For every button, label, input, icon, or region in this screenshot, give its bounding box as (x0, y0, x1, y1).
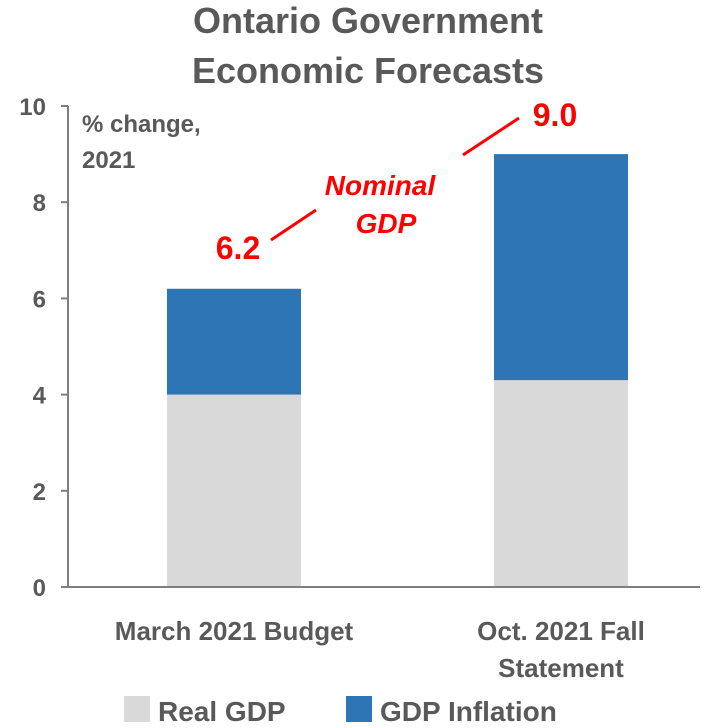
bars (167, 154, 628, 587)
y-tick-label-0: 0 (33, 575, 46, 602)
y-tick-label-10: 10 (19, 94, 46, 121)
connector-line-left (270, 208, 317, 242)
category-label-fall-statement-line-2: Statement (498, 653, 624, 683)
total-label-fall-statement: 9.0 (533, 97, 577, 133)
legend-swatch-gdp-inflation (346, 696, 372, 722)
legend-swatch-real-gdp (124, 696, 150, 722)
legend-label-real-gdp: Real GDP (158, 696, 286, 727)
connector-line-right (462, 116, 520, 157)
bar-real-gdp-1 (167, 394, 301, 587)
chart-title-line-2: Economic Forecasts (192, 50, 544, 91)
nominal-gdp-annotation-line-1: Nominal (325, 170, 437, 201)
unit-label-line-2: 2021 (82, 147, 135, 174)
chart-title-line-1: Ontario Government (193, 0, 543, 41)
bar-gdp-inflation-2 (494, 154, 628, 381)
legend-label-gdp-inflation: GDP Inflation (380, 696, 557, 727)
y-axis-ticks: 0 2 4 6 8 10 (19, 94, 68, 602)
nominal-gdp-annotation-line-2: GDP (356, 208, 417, 239)
bar-real-gdp-2 (494, 380, 628, 587)
total-label-march-budget: 6.2 (216, 230, 260, 266)
y-tick-label-2: 2 (33, 479, 46, 506)
y-tick-label-6: 6 (33, 286, 46, 313)
y-tick-label-4: 4 (33, 383, 47, 410)
category-label-march-budget: March 2021 Budget (115, 616, 354, 646)
unit-label-line-1: % change, (82, 111, 201, 138)
bar-gdp-inflation-1 (167, 288, 301, 395)
category-label-fall-statement-line-1: Oct. 2021 Fall (477, 616, 645, 646)
y-tick-label-8: 8 (33, 190, 46, 217)
